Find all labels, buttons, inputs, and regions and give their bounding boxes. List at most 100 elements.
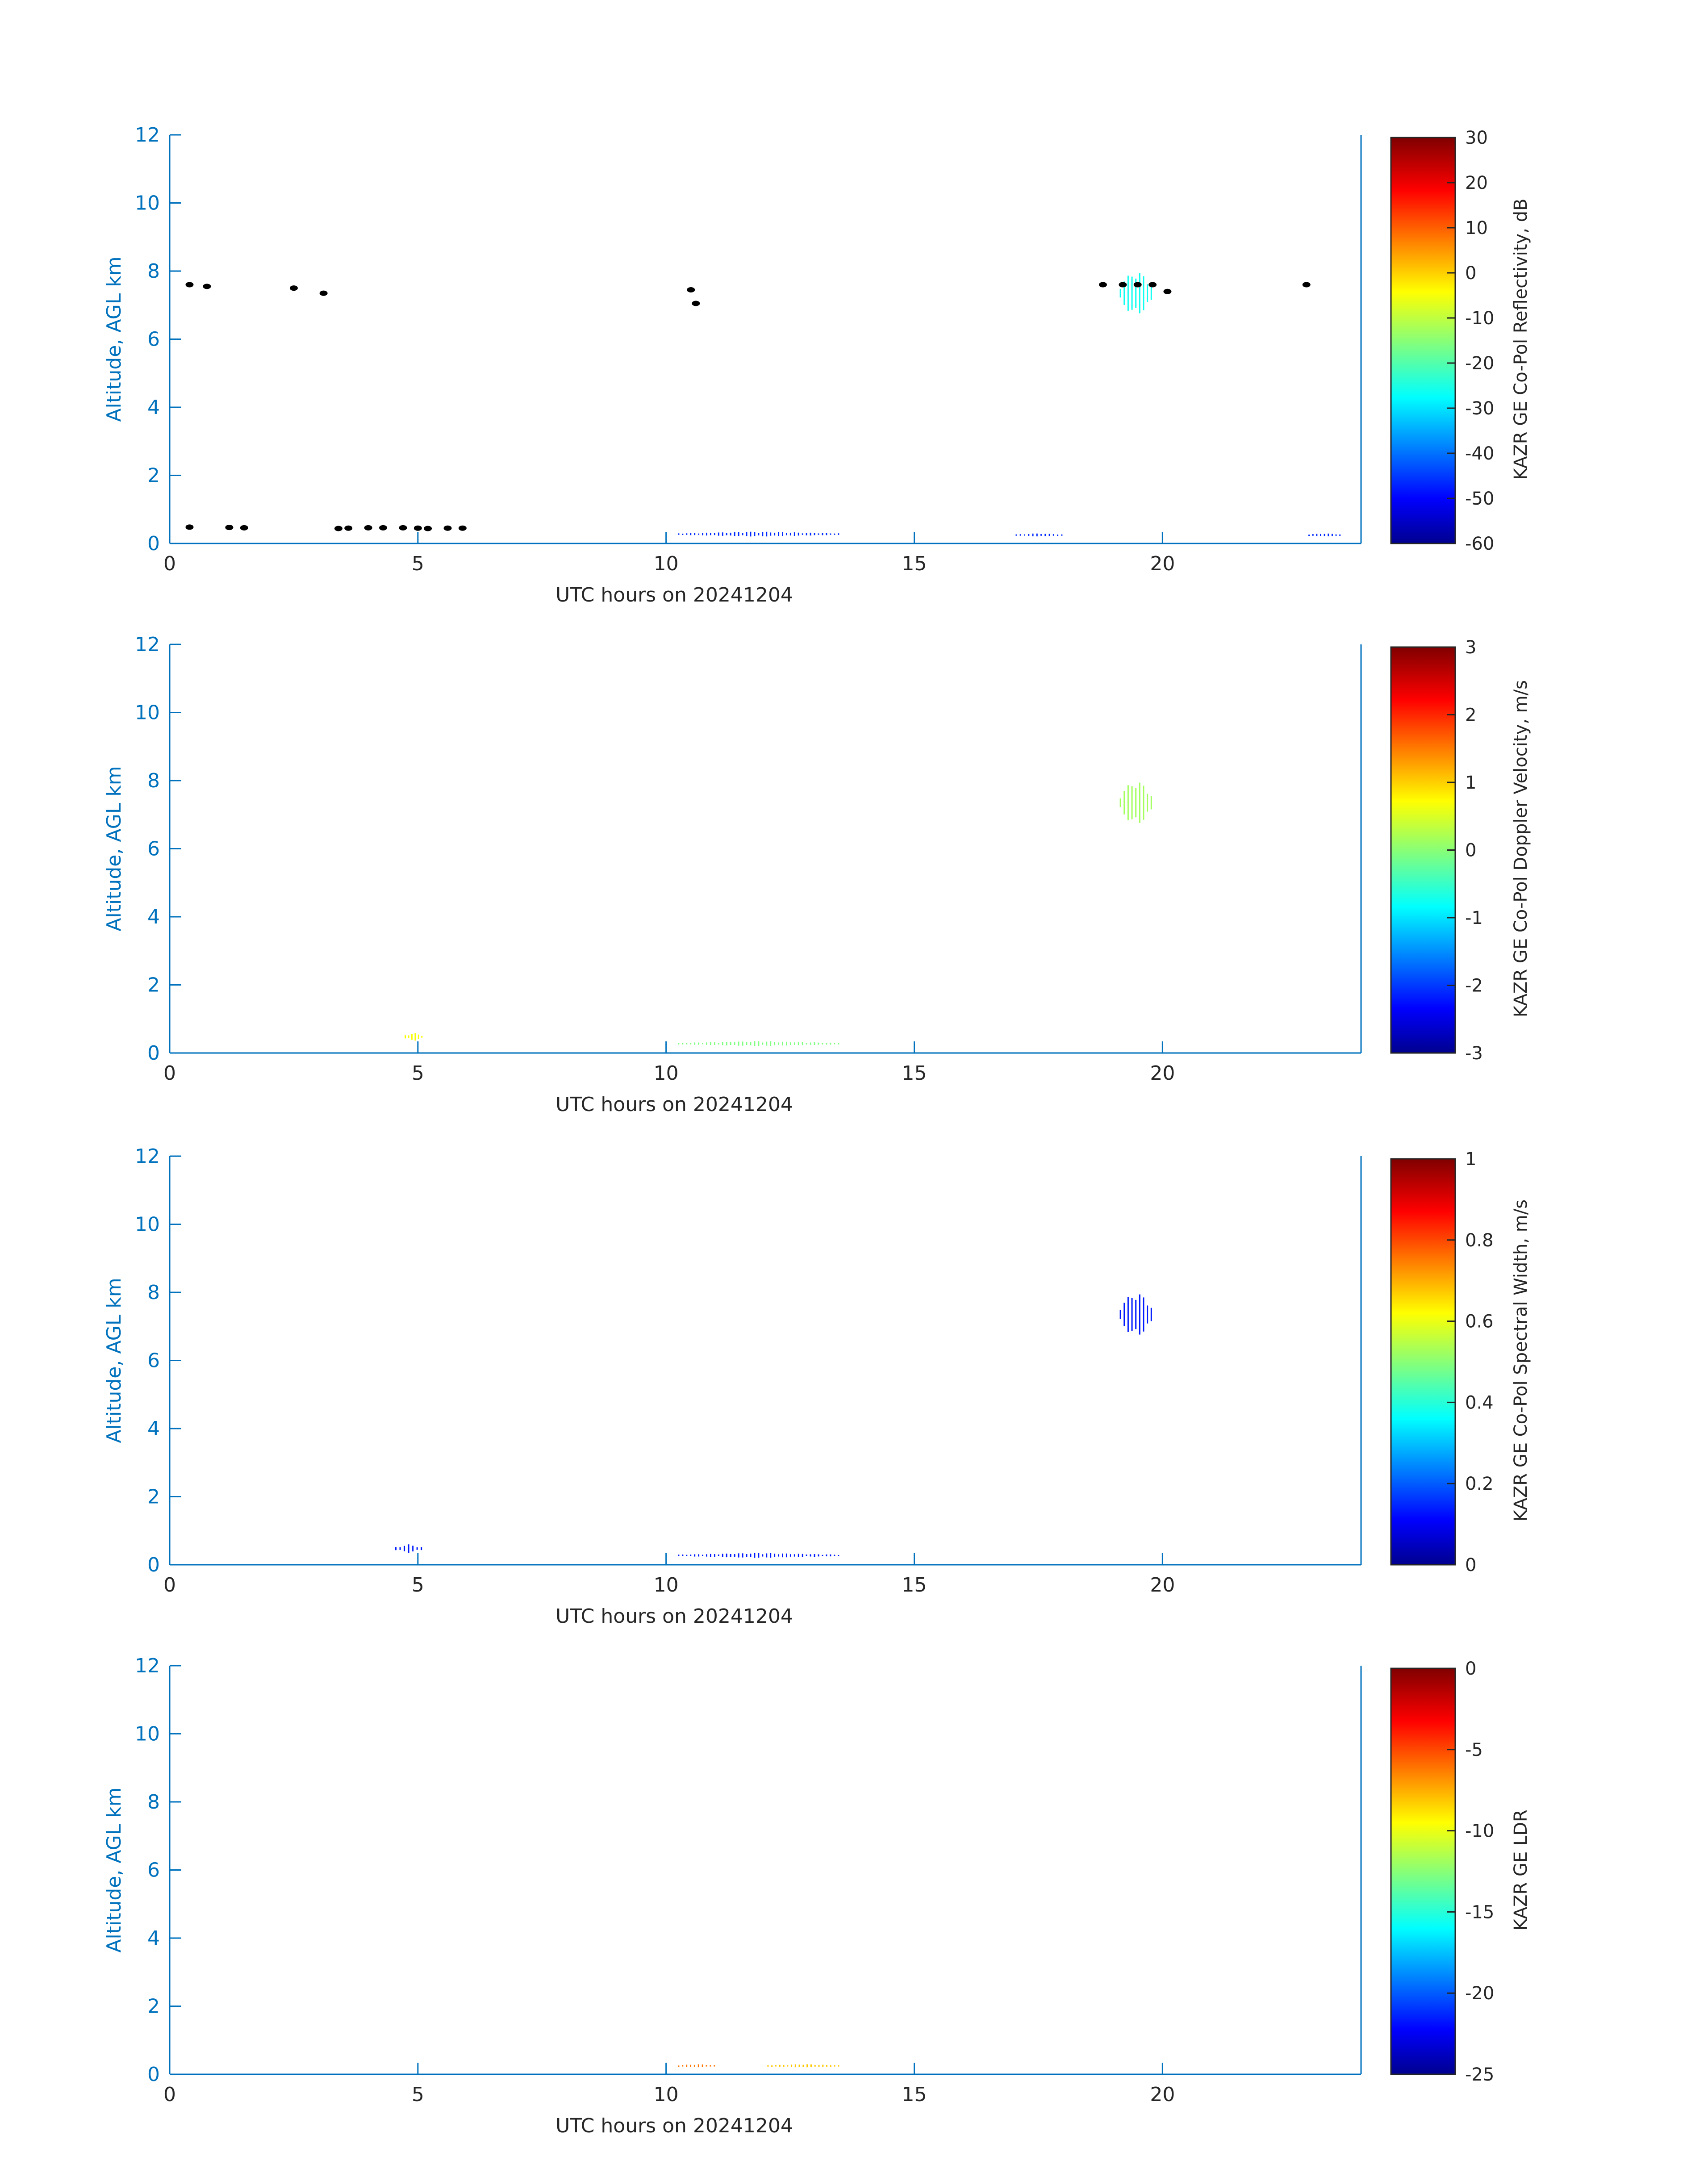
colorbar-label: KAZR GE Co-Pol Reflectivity, dB xyxy=(1511,199,1531,480)
data-patch-streak xyxy=(762,1554,764,1557)
y-tick-label: 10 xyxy=(135,192,160,215)
data-patch-streak xyxy=(818,533,819,535)
data-patch-streak xyxy=(814,2065,816,2067)
mask-point xyxy=(289,285,298,291)
data-patch-streak xyxy=(806,1043,807,1045)
data-patch-streak xyxy=(770,1553,772,1558)
data-patch-streak xyxy=(834,1043,835,1045)
data-patch-streak xyxy=(1147,1305,1148,1324)
data-patch-streak xyxy=(785,1553,787,1558)
y-tick-label: 12 xyxy=(135,1145,160,1168)
mask-point xyxy=(413,525,422,531)
x-tick-label: 5 xyxy=(412,1574,424,1596)
x-tick-label: 0 xyxy=(163,1062,176,1085)
y-tick-label: 8 xyxy=(147,1791,160,1813)
colorbar-tick-label: -25 xyxy=(1465,2064,1494,2085)
data-patch xyxy=(1015,533,1063,537)
data-patch xyxy=(405,1033,423,1041)
data-patch-streak xyxy=(399,1547,401,1550)
data-patch-streak xyxy=(785,1041,787,1046)
data-patch-streak xyxy=(793,1554,795,1557)
data-patch-streak xyxy=(738,1041,739,1046)
colorbar-label: KAZR GE LDR xyxy=(1511,1809,1531,1930)
data-patch-streak xyxy=(710,1042,711,1045)
data-patch-streak xyxy=(734,1554,735,1557)
data-patch-streak xyxy=(1131,276,1133,310)
data-patch-streak xyxy=(726,1553,727,1558)
colorbar-tick-label: 10 xyxy=(1465,218,1488,238)
mask-point xyxy=(1163,288,1172,294)
data-patch-streak xyxy=(1150,796,1152,810)
data-patch-streak xyxy=(1032,533,1034,537)
data-patch-streak xyxy=(418,1034,419,1039)
data-patch-streak xyxy=(1019,534,1021,536)
data-patch-streak xyxy=(830,1042,831,1045)
y-tick-label: 4 xyxy=(147,906,160,928)
data-patch-streak xyxy=(746,532,748,536)
data-patch-streak xyxy=(686,1043,688,1045)
data-patch xyxy=(678,1041,839,1046)
data-patch-streak xyxy=(1331,534,1333,536)
mask-point xyxy=(225,525,234,531)
data-patch-streak xyxy=(746,1042,748,1045)
data-patch-streak xyxy=(818,2064,820,2067)
data-patch-streak xyxy=(726,533,727,535)
data-patch-streak xyxy=(1127,1297,1129,1332)
data-patch-streak xyxy=(774,532,776,536)
colorbar-tick-label: -15 xyxy=(1465,1902,1494,1922)
data-patch-streak xyxy=(750,1042,752,1046)
data-patch-streak xyxy=(682,1043,684,1045)
data-patch-streak xyxy=(1015,534,1017,536)
mask-point xyxy=(692,301,700,306)
colorbar-tick-label: -5 xyxy=(1465,1740,1483,1760)
data-patch-streak xyxy=(1320,534,1321,536)
data-patch-streak xyxy=(414,1033,416,1041)
data-patch-streak xyxy=(1324,534,1325,536)
data-patch-streak xyxy=(690,1554,692,1556)
mask-point xyxy=(344,525,353,531)
y-axis-label: Altitude, AGL km xyxy=(103,1787,125,1952)
colorbar-tick-label: 1 xyxy=(1465,773,1476,793)
data-patch-streak xyxy=(766,531,768,537)
data-patch-streak xyxy=(698,1554,700,1557)
colorbar-tick-label: 0 xyxy=(1465,263,1476,284)
x-tick-label: 10 xyxy=(654,552,679,575)
data-patch-streak xyxy=(782,1553,784,1558)
panel-4: 0 5 10 15 20 0 2 4 6 8 10 12 UTC hours on 20241204 Al… xyxy=(103,1655,1531,2137)
data-patch xyxy=(1119,1294,1152,1335)
data-patch-streak xyxy=(1028,534,1030,536)
x-tick-label: 20 xyxy=(1150,552,1175,575)
data-patch-streak xyxy=(1139,1294,1140,1335)
data-patch-streak xyxy=(798,532,799,536)
data-patch-streak xyxy=(682,2065,684,2067)
data-patch-streak xyxy=(770,1041,772,1046)
data-patch-streak xyxy=(706,1554,708,1557)
x-tick-label: 15 xyxy=(902,2083,927,2106)
colorbar-tick-label: 20 xyxy=(1465,173,1488,193)
mask-point xyxy=(443,525,452,531)
colorbar-gradient xyxy=(1390,1667,1456,2075)
data-patch-streak xyxy=(754,532,756,536)
data-patch-streak xyxy=(1131,786,1133,819)
data-patch-streak xyxy=(1044,534,1046,536)
y-tick-label: 6 xyxy=(147,1350,160,1372)
y-tick-label: 0 xyxy=(147,1554,160,1576)
colorbar-label: KAZR GE Co-Pol Doppler Velocity, m/s xyxy=(1511,680,1531,1017)
colorbar-tick-label: -60 xyxy=(1465,534,1494,554)
data-patch-streak xyxy=(710,2065,711,2067)
y-axis-label: Altitude, AGL km xyxy=(103,766,125,931)
data-patch-streak xyxy=(726,1041,727,1046)
y-tick-label: 8 xyxy=(147,769,160,792)
data-patch-streak xyxy=(810,1554,811,1557)
data-patch-streak xyxy=(405,1035,406,1039)
data-patch-streak xyxy=(421,1036,423,1038)
data-patch-streak xyxy=(830,2065,831,2067)
data-patch-streak xyxy=(838,1554,839,1556)
x-tick-label: 20 xyxy=(1150,1062,1175,1085)
data-patch-streak xyxy=(694,1042,696,1045)
y-tick-label: 10 xyxy=(135,1723,160,1746)
colorbar-tick-label: -20 xyxy=(1465,1983,1494,2004)
data-patch-streak xyxy=(826,2065,828,2067)
